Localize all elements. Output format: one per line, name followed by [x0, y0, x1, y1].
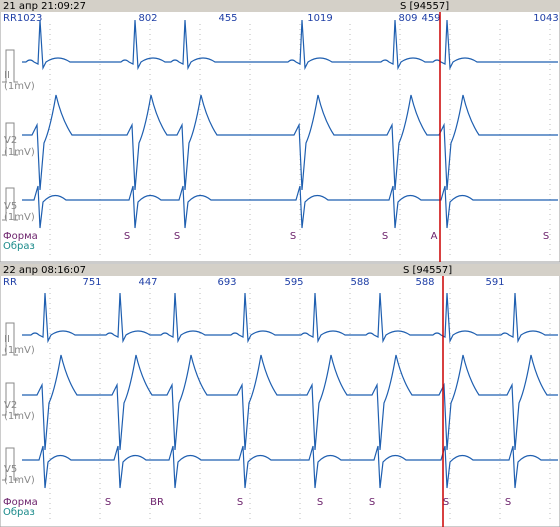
rr-value: 447 — [138, 277, 157, 288]
panel-header — [0, 264, 560, 276]
beat-code: S — [505, 497, 511, 508]
beat-code: A — [431, 231, 438, 242]
rr-value: 751 — [82, 277, 101, 288]
image-label: Образ — [3, 241, 35, 252]
beat-marker: S [94557] — [403, 265, 452, 276]
rr-value: 1043 — [533, 13, 558, 24]
rr-value: 595 — [284, 277, 303, 288]
timestamp: 21 апр 21:09:27 — [3, 1, 86, 12]
lead-name: V5 — [4, 201, 17, 212]
lead-scale: (1mV) — [4, 475, 35, 486]
calibration-pulse — [2, 382, 18, 416]
beat-code: S — [369, 497, 375, 508]
calibration-pulse — [2, 49, 18, 83]
calibration-pulse — [2, 322, 18, 356]
lead-scale: (1mV) — [4, 212, 35, 223]
rr-value: 455 — [218, 13, 237, 24]
lead-scale: (1mV) — [4, 411, 35, 422]
panel-bg — [0, 0, 560, 263]
ecg-trace — [22, 445, 558, 489]
form-label: Форма — [3, 231, 38, 242]
lead-name: II — [4, 70, 10, 81]
lead-name: V2 — [4, 400, 17, 411]
rr-value: 459 — [421, 13, 440, 24]
calibration-pulse — [2, 187, 18, 221]
beat-code: S — [443, 497, 449, 508]
calibration-pulse — [2, 122, 18, 156]
lead-name: V2 — [4, 135, 17, 146]
beat-code: BR — [150, 497, 164, 508]
lead-scale: (1mV) — [4, 81, 35, 92]
lead-name: V5 — [4, 464, 17, 475]
beat-code: S — [290, 231, 296, 242]
rr-value: 809 — [398, 13, 417, 24]
lead-name: II — [4, 334, 10, 345]
rr-label: RR1023 — [3, 13, 42, 24]
beat-code: S — [237, 497, 243, 508]
panel-header — [0, 0, 560, 12]
ecg-trace — [22, 19, 558, 71]
rr-value: 802 — [138, 13, 157, 24]
ecg-trace — [22, 354, 558, 451]
beat-code: S — [174, 231, 180, 242]
ecg-trace — [22, 292, 558, 344]
ecg-trace — [22, 94, 558, 191]
beat-code: S — [105, 497, 111, 508]
rr-value: 693 — [217, 277, 236, 288]
beat-code: S — [382, 231, 388, 242]
beat-marker: S [94557] — [400, 1, 449, 12]
lead-scale: (1mV) — [4, 345, 35, 356]
lead-scale: (1mV) — [4, 147, 35, 158]
rr-value: 588 — [350, 277, 369, 288]
form-label: Форма — [3, 497, 38, 508]
beat-code: S — [317, 497, 323, 508]
ecg-trace — [22, 185, 558, 229]
rr-value: 1019 — [307, 13, 332, 24]
calibration-pulse — [2, 447, 18, 481]
image-label: Образ — [3, 507, 35, 518]
beat-code: S — [124, 231, 130, 242]
rr-value: 588 — [415, 277, 434, 288]
beat-code: S — [543, 231, 549, 242]
rr-label: RR — [3, 277, 17, 288]
rr-value: 591 — [485, 277, 504, 288]
timestamp: 22 апр 08:16:07 — [3, 265, 86, 276]
